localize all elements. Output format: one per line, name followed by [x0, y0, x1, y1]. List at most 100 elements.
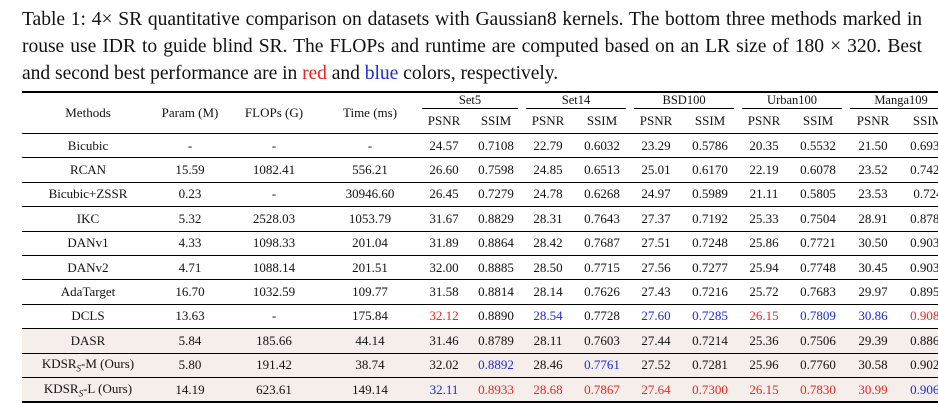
time-cell: 201.04 — [322, 230, 418, 256]
ssim-cell: 0.7809 — [790, 303, 847, 329]
ssim-cell: 0.7279 — [470, 181, 523, 207]
ssim-cell: 0.8782 — [900, 206, 938, 232]
psnr-cell: 24.97 — [630, 181, 683, 207]
flops-cell: 1088.14 — [226, 254, 322, 280]
header-methods: Methods — [22, 91, 154, 134]
time-cell: 201.51 — [322, 254, 418, 280]
ssim-cell: 0.9069 — [900, 376, 938, 403]
dataset-label: Manga109 — [850, 93, 938, 109]
psnr-cell: 22.79 — [522, 132, 575, 158]
table-row: DANv2 4.71 1088.14 201.51 32.00 0.8885 28.50 0.… — [22, 254, 938, 280]
method-cell: RCAN — [22, 157, 154, 183]
caption-text-end: colors, respectively. — [398, 63, 559, 84]
header-row-metrics: PSNR SSIM PSNR SSIM PSNR SSIM PSNR SSIM … — [22, 109, 938, 134]
ssim-cell: 0.7277 — [682, 254, 739, 280]
dataset-label: BSD100 — [634, 93, 735, 109]
psnr-cell: 31.89 — [418, 230, 470, 256]
psnr-cell: 30.86 — [846, 303, 901, 329]
psnr-cell: 20.35 — [738, 132, 791, 158]
header-dataset-urban100: Urban100 — [738, 91, 847, 109]
ssim-cell: 0.7715 — [574, 254, 631, 280]
method-suffix: -M (Ours) — [81, 356, 135, 372]
ssim-cell: 0.8861 — [900, 328, 938, 354]
ssim-cell: 0.6032 — [574, 132, 631, 158]
ssim-cell: 0.9037 — [900, 230, 938, 256]
method-name: Bicubic — [67, 137, 109, 153]
ssim-cell: 0.7285 — [682, 303, 739, 329]
table-caption: Table 1: 4× SR quantitative comparison o… — [22, 6, 922, 87]
param-cell: 15.59 — [154, 157, 226, 183]
ssim-cell: 0.6513 — [574, 157, 631, 183]
psnr-cell: 27.60 — [630, 303, 683, 329]
ssim-cell: 0.5805 — [790, 181, 847, 207]
psnr-cell: 32.12 — [418, 303, 470, 329]
flops-cell: 191.42 — [226, 352, 322, 378]
param-cell: 5.80 — [154, 352, 226, 378]
method-name: DCLS — [71, 308, 105, 324]
psnr-cell: 32.02 — [418, 352, 470, 378]
table-row: Bicubic - - -24.57 0.7108 22.79 0.6032 23.29 0.5… — [22, 132, 938, 158]
ssim-cell: 0.8829 — [470, 206, 523, 232]
time-cell: 149.14 — [322, 376, 418, 403]
psnr-cell: 25.36 — [738, 328, 791, 354]
ssim-cell: 0.7192 — [682, 206, 739, 232]
time-cell: 175.84 — [322, 303, 418, 329]
results-table: Methods Param (M) FLOPs (G) Time (ms) Se… — [22, 91, 938, 403]
psnr-cell: 32.11 — [418, 376, 470, 403]
psnr-cell: 27.56 — [630, 254, 683, 280]
flops-cell: - — [226, 303, 322, 329]
ssim-cell: 0.9086 — [900, 303, 938, 329]
psnr-cell: 26.45 — [418, 181, 470, 207]
psnr-cell: 28.54 — [522, 303, 575, 329]
ssim-cell: 0.8864 — [470, 230, 523, 256]
method-name: DANv2 — [67, 259, 109, 275]
method-cell: DASR — [22, 328, 154, 354]
psnr-cell: 31.46 — [418, 328, 470, 354]
header-dataset-bsd100: BSD100 — [630, 91, 739, 109]
ssim-cell: 0.7748 — [790, 254, 847, 280]
psnr-cell: 21.50 — [846, 132, 901, 158]
method-cell: Bicubic — [22, 132, 154, 158]
psnr-cell: 28.31 — [522, 206, 575, 232]
method-name: DASR — [70, 332, 106, 348]
method-name: IKC — [76, 210, 100, 226]
ssim-cell: 0.7626 — [574, 279, 631, 305]
psnr-cell: 29.39 — [846, 328, 901, 354]
flops-cell: - — [226, 132, 322, 158]
dataset-label: Set5 — [422, 93, 519, 109]
flops-cell: 1098.33 — [226, 230, 322, 256]
ssim-cell: 0.7643 — [574, 206, 631, 232]
ssim-cell: 0.7867 — [574, 376, 631, 403]
ssim-cell: 0.8890 — [470, 303, 523, 329]
psnr-cell: 28.91 — [846, 206, 901, 232]
ssim-cell: 0.7216 — [682, 279, 739, 305]
ssim-cell: 0.7760 — [790, 352, 847, 378]
param-cell: 0.23 — [154, 181, 226, 207]
psnr-cell: 31.67 — [418, 206, 470, 232]
method-cell: DCLS — [22, 303, 154, 329]
header-ssim: SSIM — [694, 113, 726, 128]
flops-cell: 1032.59 — [226, 279, 322, 305]
ssim-cell: 0.7721 — [790, 230, 847, 256]
header-flops: FLOPs (G) — [226, 91, 322, 134]
psnr-cell: 25.94 — [738, 254, 791, 280]
psnr-cell: 28.50 — [522, 254, 575, 280]
param-cell: 14.19 — [154, 376, 226, 403]
table-row: AdaTarget 16.70 1032.59 109.77 31.58 0.8814 28… — [22, 279, 938, 305]
method-name: KDSR — [43, 380, 79, 396]
method-name: RCAN — [69, 162, 107, 178]
dataset-label: Set14 — [526, 93, 627, 109]
psnr-cell: 23.53 — [846, 181, 901, 207]
ssim-cell: 0.8814 — [470, 279, 523, 305]
psnr-cell: 30.99 — [846, 376, 901, 403]
ssim-cell: 0.8892 — [470, 352, 523, 378]
psnr-cell: 27.43 — [630, 279, 683, 305]
ssim-cell: 0.7214 — [682, 328, 739, 354]
method-name: Bicubic+ZSSR — [48, 186, 128, 202]
flops-cell: 1082.41 — [226, 157, 322, 183]
psnr-cell: 24.78 — [522, 181, 575, 207]
header-time: Time (ms) — [322, 91, 418, 134]
ssim-cell: 0.8933 — [470, 376, 523, 403]
time-cell: 30946.60 — [322, 181, 418, 207]
header-ssim: SSIM — [480, 113, 512, 128]
